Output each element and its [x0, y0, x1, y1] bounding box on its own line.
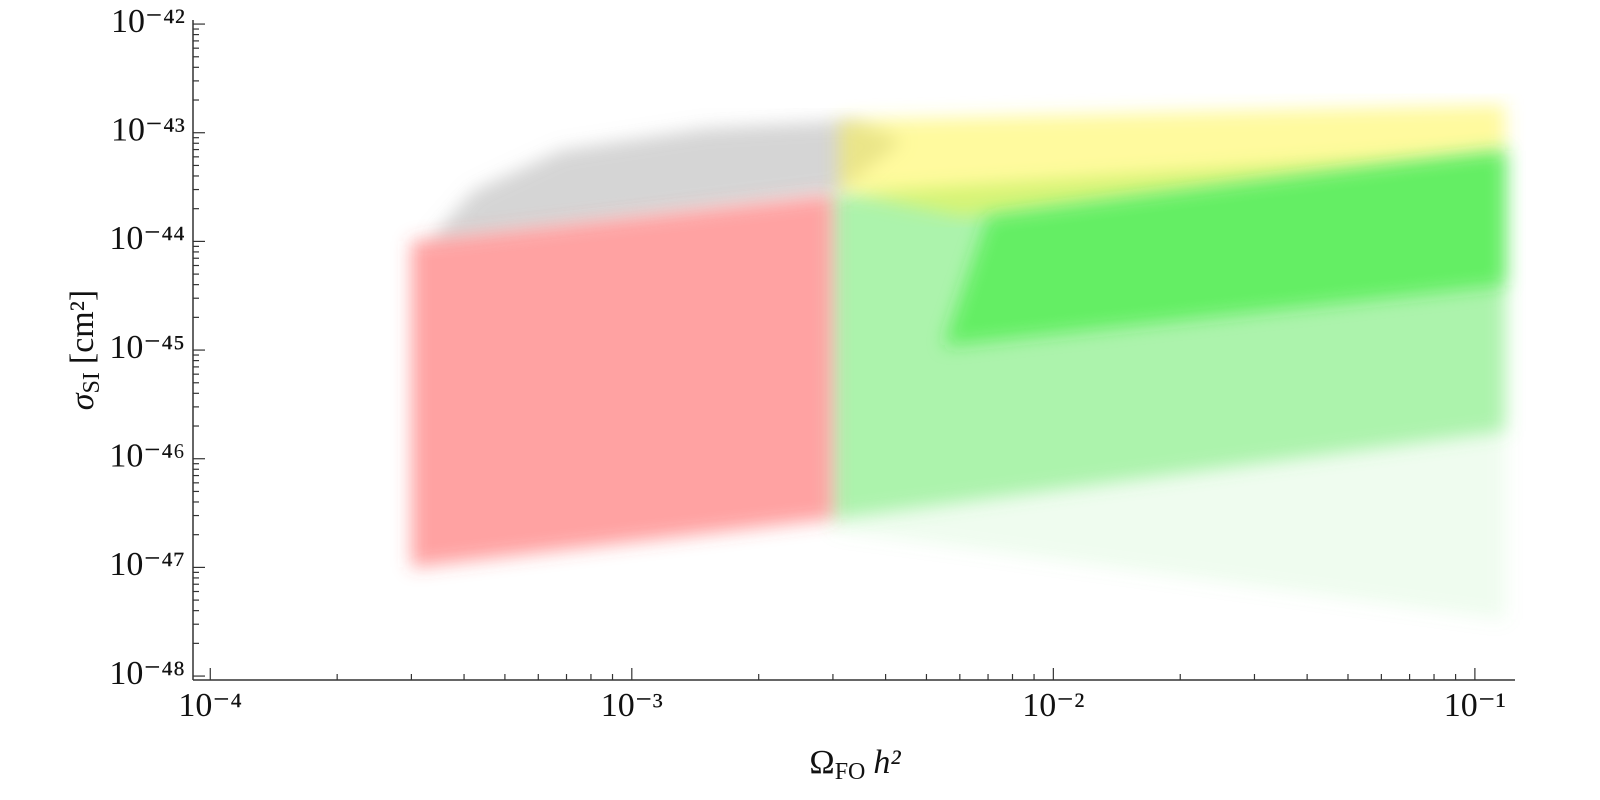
- y-tick-label: 10⁻⁴⁸: [109, 655, 185, 692]
- x-axis-label: ΩFO h²: [809, 744, 901, 785]
- x-label-symbol: Ω: [809, 744, 834, 781]
- x-tick-label: 10⁻³: [601, 687, 663, 724]
- regions: [411, 104, 1506, 620]
- scatter-region: [838, 104, 1506, 217]
- x-tick-label: 10⁻⁴: [178, 687, 242, 724]
- y-label-sub: SI: [79, 372, 105, 393]
- scatter-region: [428, 120, 904, 242]
- y-tick-label: 10⁻⁴⁵: [109, 329, 185, 366]
- x-tick-label: 10⁻²: [1022, 687, 1084, 724]
- y-axis-label: σSI [cm²]: [64, 290, 105, 411]
- y-tick-label: 10⁻⁴²: [111, 3, 185, 40]
- scatter-region: [411, 194, 833, 568]
- y-label-rest: [cm²]: [64, 290, 101, 364]
- x-label-sub: FO: [835, 759, 866, 785]
- y-label-symbol: σ: [64, 392, 101, 410]
- y-tick-label: 10⁻⁴³: [111, 112, 185, 149]
- y-tick-label: 10⁻⁴⁷: [109, 546, 185, 583]
- x-label-rest: h²: [873, 744, 901, 781]
- y-tick-label: 10⁻⁴⁴: [109, 220, 185, 257]
- y-tick-label: 10⁻⁴⁶: [109, 438, 185, 475]
- x-tick-label: 10⁻¹: [1444, 687, 1506, 724]
- scatter-region: [943, 150, 1506, 346]
